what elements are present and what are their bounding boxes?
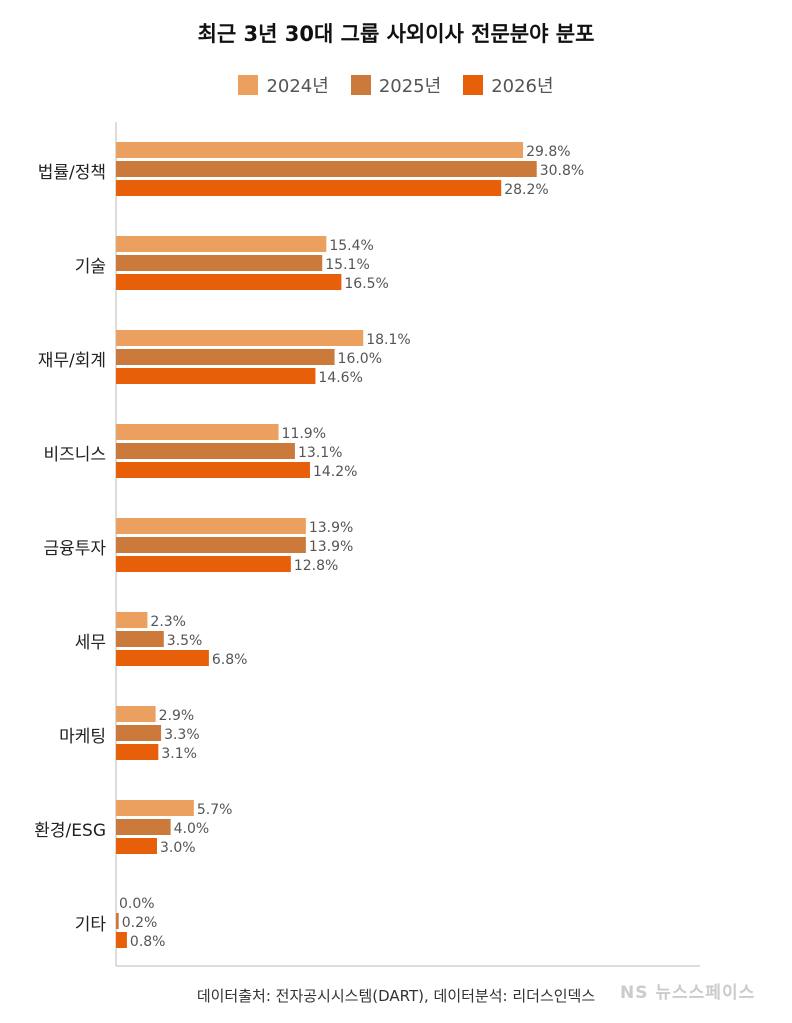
category-label: 금융투자 [43,539,106,559]
bar [116,932,127,948]
category-label: 재무/회계 [38,351,106,371]
data-label: 13.1% [298,445,342,461]
data-label: 16.5% [344,276,388,292]
data-source-footer: 데이터출처: 전자공시시스템(DART), 데이터분석: 리더스인덱스 [196,987,596,1005]
data-label: 3.1% [161,746,197,762]
data-label: 3.0% [160,840,196,856]
legend-swatch-2025 [350,75,371,95]
legend-item-2026: 2026년 [463,72,554,98]
legend-item-2025: 2025년 [350,72,442,98]
category-label: 비즈니스 [43,445,106,465]
bar [116,819,171,835]
legend-item-2024: 2024년 [238,72,329,98]
bar [116,236,327,252]
data-label: 3.3% [164,727,200,743]
bar [116,650,209,666]
bar [116,537,306,553]
bar [116,612,148,628]
bar [116,706,156,722]
category-label: 법률/정책 [38,163,106,183]
data-label: 3.5% [167,633,203,649]
category-label: 세무 [75,633,106,653]
publisher-watermark: NS 뉴스스페이스 [620,983,756,1003]
data-label: 0.0% [119,896,155,912]
data-label: 29.8% [526,144,570,160]
legend-swatch-2024 [238,75,259,95]
data-label: 4.0% [174,821,210,837]
bar [116,518,306,534]
bar [116,161,537,177]
data-label: 14.6% [318,370,362,386]
chart-title: 최근 3년 30대 그룹 사외이사 전문분야 분포 [197,22,595,46]
data-label: 12.8% [294,558,338,574]
data-label: 28.2% [504,182,548,198]
data-label: 16.0% [338,351,382,367]
legend-label-2026: 2026년 [491,76,554,97]
bar [116,142,524,158]
bar [116,349,335,365]
data-label: 2.9% [159,708,195,724]
category-label: 환경/ESG [34,821,106,841]
data-label: 13.9% [309,520,353,536]
bar [116,838,157,854]
category-label: 기타 [75,915,107,935]
data-label: 14.2% [313,464,357,480]
bar [116,744,159,760]
data-label: 15.4% [329,238,373,254]
legend-label-2024: 2024년 [266,76,329,97]
data-label: 5.7% [197,802,233,818]
category-label: 기술 [75,257,106,277]
bar [116,180,502,196]
bar [116,368,316,384]
bar [116,725,162,741]
bar [116,800,194,816]
legend-label-2025: 2025년 [378,76,442,97]
bar [116,443,295,459]
data-label: 0.8% [130,934,166,950]
bar [116,330,364,346]
data-label: 30.8% [540,163,584,179]
chart-legend: 2024년 2025년 2026년 [0,72,792,98]
data-label: 18.1% [366,332,410,348]
bar [116,556,291,572]
category-label: 마케팅 [59,727,106,747]
bar [116,424,279,440]
bar [116,255,323,271]
data-label: 2.3% [150,614,186,630]
data-label: 11.9% [282,426,326,442]
legend-swatch-2026 [463,75,484,95]
bar [116,913,119,929]
bar [116,274,342,290]
data-label: 13.9% [309,539,353,555]
data-label: 15.1% [325,257,369,273]
bar [116,462,310,478]
data-label: 0.2% [122,915,158,931]
data-label: 6.8% [212,652,248,668]
bar [116,631,164,647]
